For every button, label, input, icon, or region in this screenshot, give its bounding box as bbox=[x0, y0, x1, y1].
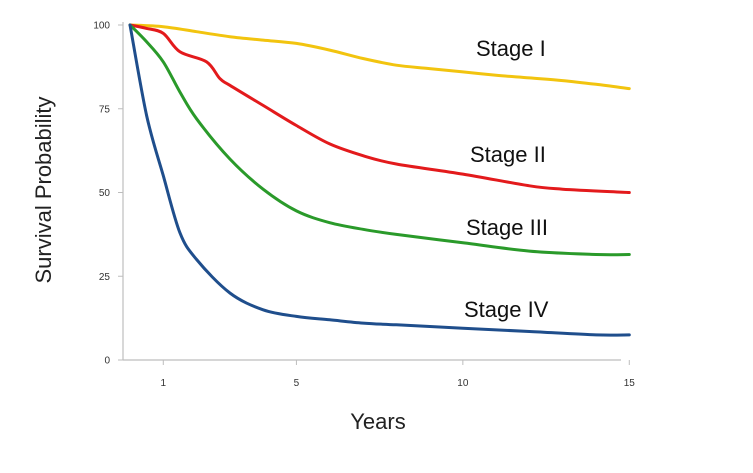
series-label-stage-iv: Stage IV bbox=[464, 297, 549, 322]
x-tick-label: 5 bbox=[294, 378, 300, 389]
y-tick-label: 50 bbox=[99, 188, 111, 199]
x-tick-label: 10 bbox=[457, 378, 469, 389]
series-lines bbox=[128, 23, 631, 337]
axes bbox=[122, 22, 621, 361]
series-line-stage-iv bbox=[128, 23, 631, 337]
x-tick-label: 15 bbox=[624, 378, 636, 389]
y-tick-label: 75 bbox=[99, 104, 111, 115]
series-line-stage-i bbox=[128, 23, 631, 91]
series-labels: Stage I Stage II Stage III Stage IV bbox=[464, 36, 549, 322]
x-ticks: 1 5 10 15 bbox=[161, 360, 636, 389]
y-axis-title: Survival Probability bbox=[31, 96, 56, 283]
x-axis-title: Years bbox=[350, 409, 405, 434]
y-ticks: 0 25 50 75 100 bbox=[93, 21, 123, 367]
series-label-stage-i: Stage I bbox=[476, 36, 546, 61]
series-label-stage-iii: Stage III bbox=[466, 215, 548, 240]
series-label-stage-ii: Stage II bbox=[470, 142, 546, 167]
series-line-stage-ii bbox=[128, 23, 631, 194]
y-tick-label: 25 bbox=[99, 272, 111, 283]
y-tick-label: 100 bbox=[93, 21, 110, 32]
x-tick-label: 1 bbox=[161, 378, 167, 389]
y-tick-label: 0 bbox=[104, 356, 110, 367]
series-line-stage-iii bbox=[128, 23, 631, 257]
